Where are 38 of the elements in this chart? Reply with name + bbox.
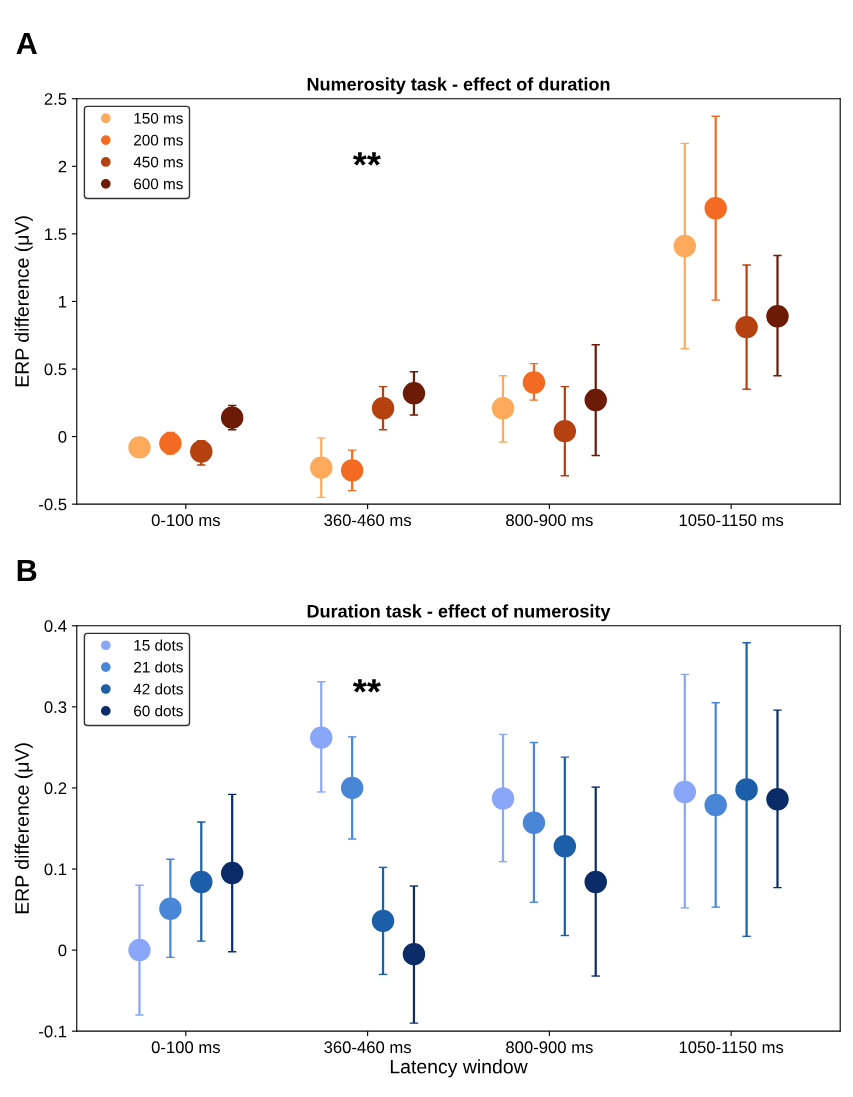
x-tick-label: 360-460 ms	[324, 1041, 412, 1054]
y-tick-label: 1.5	[45, 228, 67, 241]
y-tick-label: 2	[58, 160, 67, 173]
y-tick-label: 0.1	[44, 863, 67, 876]
y-axis-title: ERP difference (μV)	[14, 743, 33, 914]
y-tick-label: 0.4	[44, 620, 67, 632]
y-axis-title: ERP difference (μV)	[14, 216, 33, 387]
legend-label: 600 ms	[134, 178, 183, 190]
x-axis-title: Latency window	[390, 1059, 528, 1078]
y-tick-label: 1	[59, 296, 67, 308]
legend-label: 42 dots	[133, 683, 183, 695]
x-tick-label: 360-460 ms	[324, 514, 412, 527]
x-tick-label: 1050-1150 ms	[679, 514, 784, 527]
annotation: **	[352, 152, 381, 166]
x-tick-label: 0-100 ms	[151, 514, 220, 527]
y-tick-label: 0	[58, 944, 67, 957]
legend-label: 200 ms	[134, 134, 183, 146]
y-tick-label: 2.5	[44, 93, 67, 105]
legend-label: 150 ms	[134, 112, 183, 124]
x-tick-label: 0-100 ms	[151, 1041, 220, 1054]
chart-title: Duration task - effect of numerosity	[307, 604, 611, 622]
y-tick-label: -0.1	[39, 1025, 67, 1038]
chart-title: Numerosity task - effect of duration	[307, 77, 610, 95]
y-tick-label: 0.5	[44, 363, 67, 376]
legend-label: 60 dots	[134, 705, 183, 717]
annotation: **	[352, 679, 381, 693]
y-tick-label: 0.2	[44, 782, 67, 795]
text: B	[17, 559, 37, 581]
legend-label: 15 dots	[134, 639, 183, 651]
legend-label: 21 dots	[134, 661, 183, 673]
legend-label: 450 ms	[133, 156, 183, 168]
text: A	[16, 32, 37, 54]
y-tick-label: 0.3	[44, 701, 67, 714]
y-tick-label: -0.5	[39, 498, 67, 511]
x-tick-label: 1050-1150 ms	[679, 1041, 784, 1054]
y-tick-label: 0	[58, 430, 67, 443]
x-tick-label: 800-900 ms	[506, 514, 593, 527]
x-tick-label: 800-900 ms	[506, 1041, 593, 1054]
